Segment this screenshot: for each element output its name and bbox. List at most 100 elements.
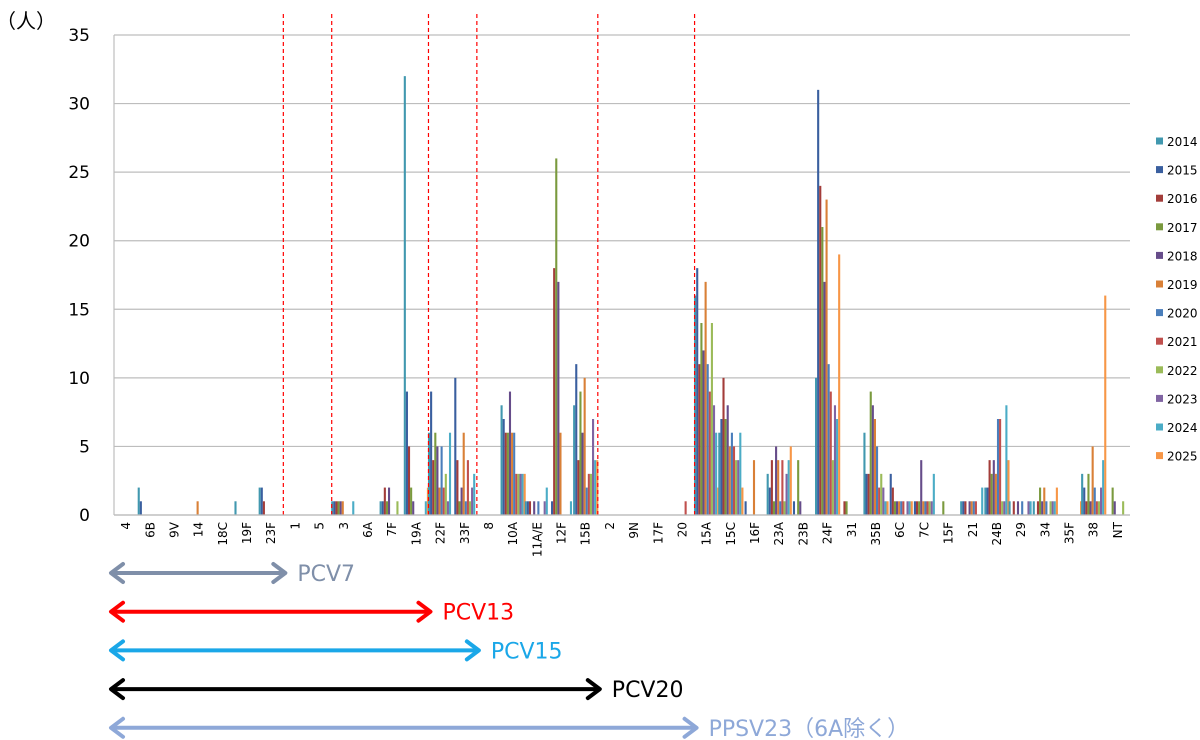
bar-2020-15A [706, 364, 709, 515]
x-tick-label: 8 [482, 522, 496, 530]
bar-2018-7C [920, 460, 923, 515]
bar-2019-15C [728, 446, 731, 515]
bar-2019-14 [196, 501, 199, 515]
bar-2016-12F [553, 268, 556, 515]
bar-2016-24B [988, 460, 991, 515]
bar-2017-34 [1039, 487, 1042, 515]
bar-2020-11A/E [537, 501, 540, 515]
x-tick-label: 20 [675, 522, 689, 537]
range-arrow-head-left [109, 716, 125, 739]
bar-2018-35B [871, 405, 874, 515]
legend-label: 2015 [1167, 164, 1198, 178]
bar-2024-12F [569, 501, 573, 515]
bar-2014-34 [1032, 501, 1035, 515]
y-tick-label: 10 [68, 369, 90, 389]
bar-2016-24F [819, 185, 822, 516]
range-arrow-head-right [682, 716, 699, 739]
bar-2022-15C [735, 460, 738, 515]
bar-2020-7C [924, 501, 927, 515]
bar-2024-33F [473, 473, 476, 515]
bar-2014-23A [766, 473, 769, 515]
bar-2020-29 [1021, 501, 1024, 515]
vaccine-dividers [282, 14, 696, 515]
bar-2018-15C [726, 405, 729, 515]
bar-2019-24F [825, 199, 828, 515]
bar-2024-19A [424, 501, 427, 515]
bar-2018-34 [1041, 501, 1044, 515]
range-label: PCV7 [297, 562, 355, 587]
bar-2017-19A [410, 487, 413, 515]
bar-2025-38 [1104, 295, 1107, 515]
bar-2019-16F [752, 460, 756, 515]
bar-2024-6C [908, 501, 911, 515]
x-tick-label: 19A [409, 521, 423, 545]
y-tick-label: 20 [68, 232, 90, 252]
bar-2016-11A/E [528, 501, 532, 515]
bar-2020-6C [900, 501, 903, 515]
bar-2023-15A [712, 405, 716, 515]
bar-2018-33F [460, 487, 463, 515]
x-tick-label: 23A [772, 521, 786, 545]
bar-2018-23B [799, 501, 802, 515]
bar-2023-34 [1051, 501, 1054, 515]
bar-2014-11A/E [524, 501, 527, 515]
bar-2019-6C [898, 501, 901, 515]
bar-2017-15C [724, 419, 727, 515]
bar-2024-22F [448, 432, 452, 515]
bar-2024-15A [715, 432, 718, 515]
bar-2018-15A [702, 350, 705, 515]
bar-2016-29 [1012, 501, 1015, 515]
legend-swatch-2024 [1156, 423, 1163, 431]
x-tick-label: 31 [845, 522, 859, 537]
x-tick-label: 6A [361, 521, 375, 538]
bar-2025-23A [789, 446, 792, 515]
bar-2016-38 [1085, 501, 1088, 515]
bar-2017-23A [772, 501, 776, 515]
bar-2023-7C [930, 501, 933, 515]
legend-label: 2025 [1167, 450, 1198, 464]
bar-2023-6C [906, 501, 909, 515]
bar-2023-24B [1003, 501, 1006, 515]
x-tick-label: 1 [288, 522, 302, 530]
bar-2018-11A/E [533, 501, 536, 515]
bar-2021-35B [878, 487, 881, 515]
bar-2021-23A [781, 460, 784, 515]
bar-2024-23A [787, 460, 790, 515]
range-arrow-head-right [585, 678, 602, 701]
legend-label: 2019 [1167, 278, 1198, 292]
bar-2019-38 [1091, 446, 1094, 515]
legend-swatch-2022 [1156, 366, 1163, 374]
bar-2016-3 [335, 501, 338, 515]
bar-2021-15C [732, 446, 736, 515]
x-tick-label: 19F [240, 522, 254, 544]
bar-2021-38 [1095, 501, 1098, 515]
x-tick-label: 2 [603, 522, 617, 530]
bar-2016-15C [722, 377, 725, 515]
bar-2019-15B [583, 377, 586, 515]
bar-2019-23A [777, 460, 780, 515]
x-tick-label: 5 [313, 522, 327, 530]
bar-2015-24F [817, 89, 820, 516]
x-tick-label: 15C [724, 522, 738, 546]
bar-2024-15C [739, 432, 742, 515]
bar-2018-7F [387, 487, 391, 515]
bar-2015-35B [865, 473, 868, 515]
bar-2019-15A [704, 281, 707, 515]
x-tick-label: 29 [1014, 522, 1028, 537]
x-tick-label: 6C [893, 522, 907, 538]
range-arrow-head-left [109, 600, 125, 623]
bar-2022-22F [444, 473, 447, 515]
bar-2016-31 [843, 501, 846, 515]
bar-2022-35B [880, 473, 883, 515]
bar-2023-22F [446, 501, 449, 515]
bar-2015-15B [575, 364, 578, 515]
bar-2018-19A [412, 501, 415, 515]
bar-2021-20 [684, 501, 687, 515]
bar-2020-21 [972, 501, 975, 515]
bar-2016-7F [383, 487, 386, 515]
bar-2025-35B [886, 501, 889, 515]
bar-2018-38 [1089, 501, 1092, 515]
bar-2014-19F [234, 501, 237, 515]
bar-2019-7C [922, 501, 925, 515]
bar-2017-3 [337, 501, 340, 515]
